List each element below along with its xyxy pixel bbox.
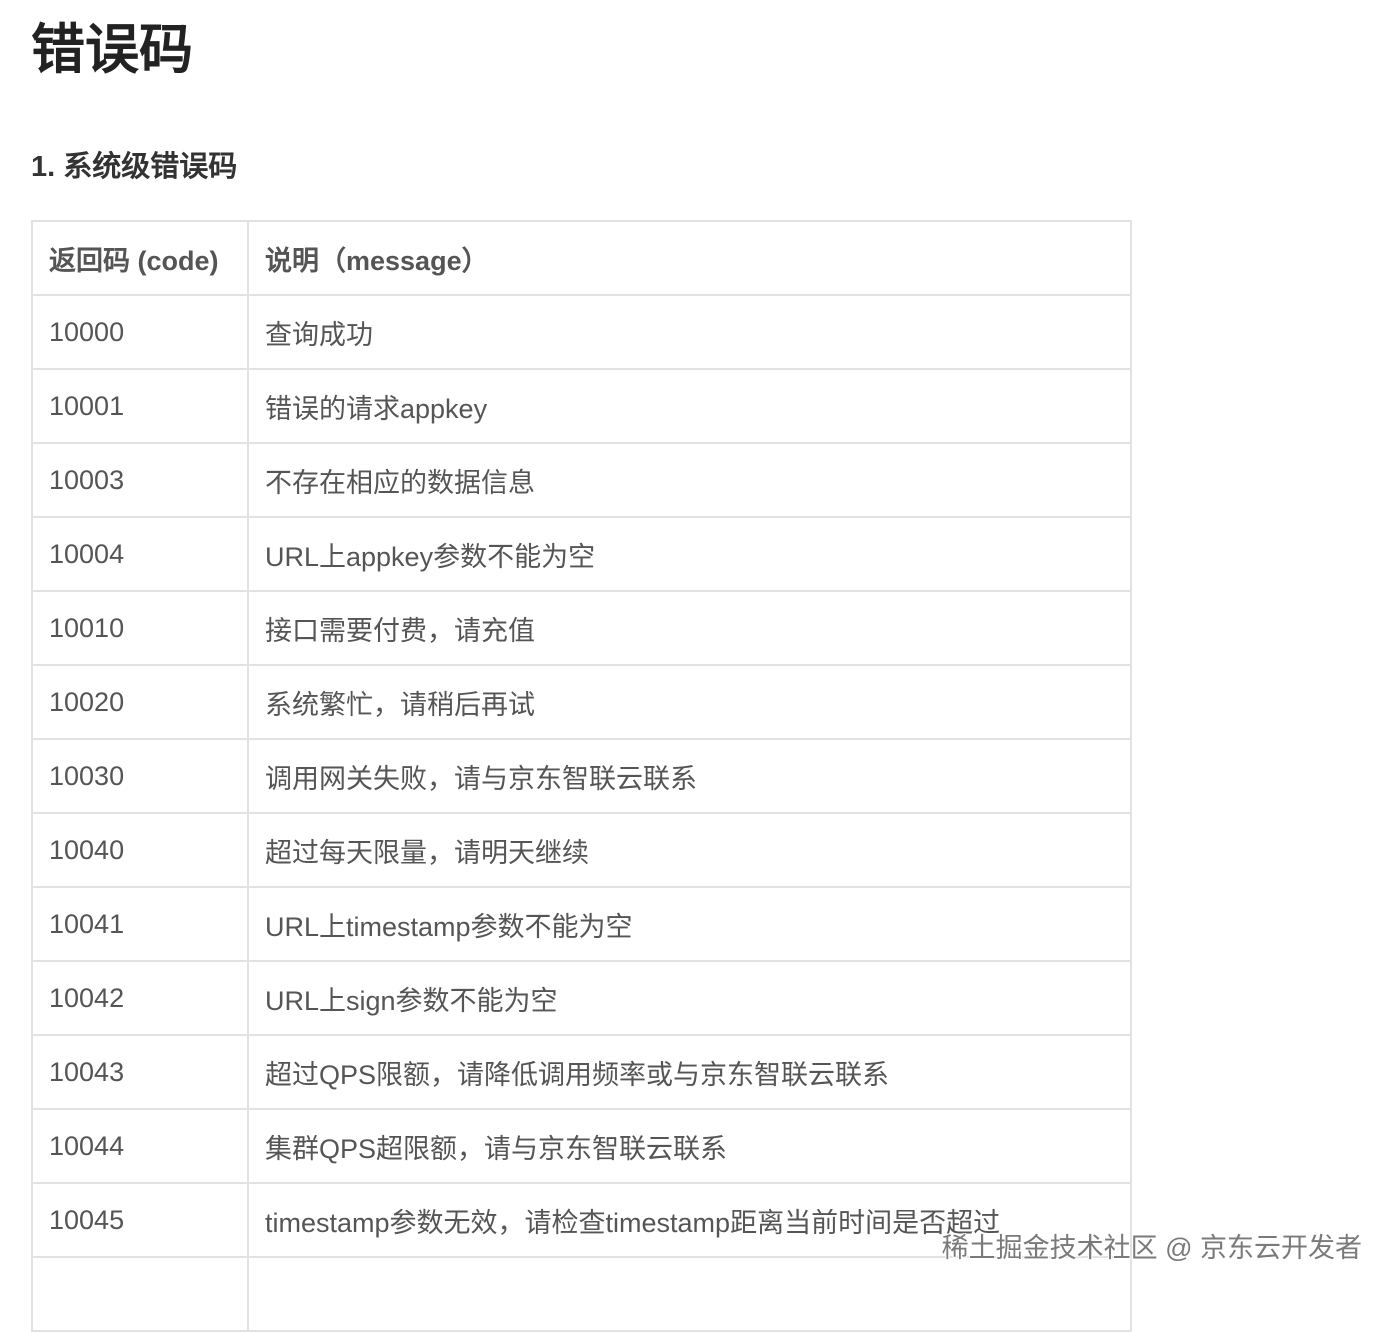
cell-code: 10004 [31, 516, 249, 592]
cell-message: 调用网关失败，请与京东智联云联系 [247, 738, 1132, 814]
table-row: 10020 系统繁忙，请稍后再试 [31, 664, 1132, 740]
cell-message: 超过每天限量，请明天继续 [247, 812, 1132, 888]
header-message: 说明（message） [247, 220, 1132, 296]
section-title: 1. 系统级错误码 [31, 151, 238, 183]
cell-code: 10041 [31, 886, 249, 962]
cell-code: 10030 [31, 738, 249, 814]
table-row: 10001 错误的请求appkey [31, 368, 1132, 444]
table-row: 10043 超过QPS限额，请降低调用频率或与京东智联云联系 [31, 1034, 1132, 1110]
table-row: 10004 URL上appkey参数不能为空 [31, 516, 1132, 592]
watermark: 稀土掘金技术社区 @ 京东云开发者 [941, 1233, 1362, 1263]
cell-message: URL上timestamp参数不能为空 [247, 886, 1132, 962]
cell-message: URL上sign参数不能为空 [247, 960, 1132, 1036]
table-row: 10045 timestamp参数无效，请检查timestamp距离当前时间是否超… [31, 1182, 1132, 1258]
cell-message: 系统繁忙，请稍后再试 [247, 664, 1132, 740]
table-row: 10042 URL上sign参数不能为空 [31, 960, 1132, 1036]
error-code-table: 返回码 (code) 说明（message） 10000 查询成功 10001 错误的… [31, 220, 1132, 1332]
table-row: 10044 集群QPS超限额，请与京东智联云联系 [31, 1108, 1132, 1184]
cell-code: 10003 [31, 442, 249, 518]
cell-code: 10040 [31, 812, 249, 888]
cell-message: URL上appkey参数不能为空 [247, 516, 1132, 592]
cell-message: 查询成功 [247, 294, 1132, 370]
table-row: 10030 调用网关失败，请与京东智联云联系 [31, 738, 1132, 814]
cell-code: 10020 [31, 664, 249, 740]
cell-code: 10000 [31, 294, 249, 370]
cell-code: 10045 [31, 1182, 249, 1258]
cell-message: 不存在相应的数据信息 [247, 442, 1132, 518]
table-row: 10003 不存在相应的数据信息 [31, 442, 1132, 518]
cell-code: 10043 [31, 1034, 249, 1110]
table-row: 10040 超过每天限量，请明天继续 [31, 812, 1132, 888]
page-title: 错误码 [31, 20, 193, 80]
table-row: 10041 URL上timestamp参数不能为空 [31, 886, 1132, 962]
cell-code [31, 1256, 249, 1332]
cell-code: 10001 [31, 368, 249, 444]
table-row [31, 1256, 1132, 1332]
table-header-row: 返回码 (code) 说明（message） [31, 220, 1132, 296]
cell-message: 集群QPS超限额，请与京东智联云联系 [247, 1108, 1132, 1184]
header-code: 返回码 (code) [31, 220, 249, 296]
cell-message: 错误的请求appkey [247, 368, 1132, 444]
cell-message: 接口需要付费，请充值 [247, 590, 1132, 666]
table-row: 10000 查询成功 [31, 294, 1132, 370]
cell-code: 10044 [31, 1108, 249, 1184]
cell-message: 超过QPS限额，请降低调用频率或与京东智联云联系 [247, 1034, 1132, 1110]
cell-code: 10010 [31, 590, 249, 666]
table-row: 10010 接口需要付费，请充值 [31, 590, 1132, 666]
cell-code: 10042 [31, 960, 249, 1036]
cell-message: timestamp参数无效，请检查timestamp距离当前时间是否超过 [247, 1182, 1132, 1258]
cell-message [247, 1256, 1132, 1332]
